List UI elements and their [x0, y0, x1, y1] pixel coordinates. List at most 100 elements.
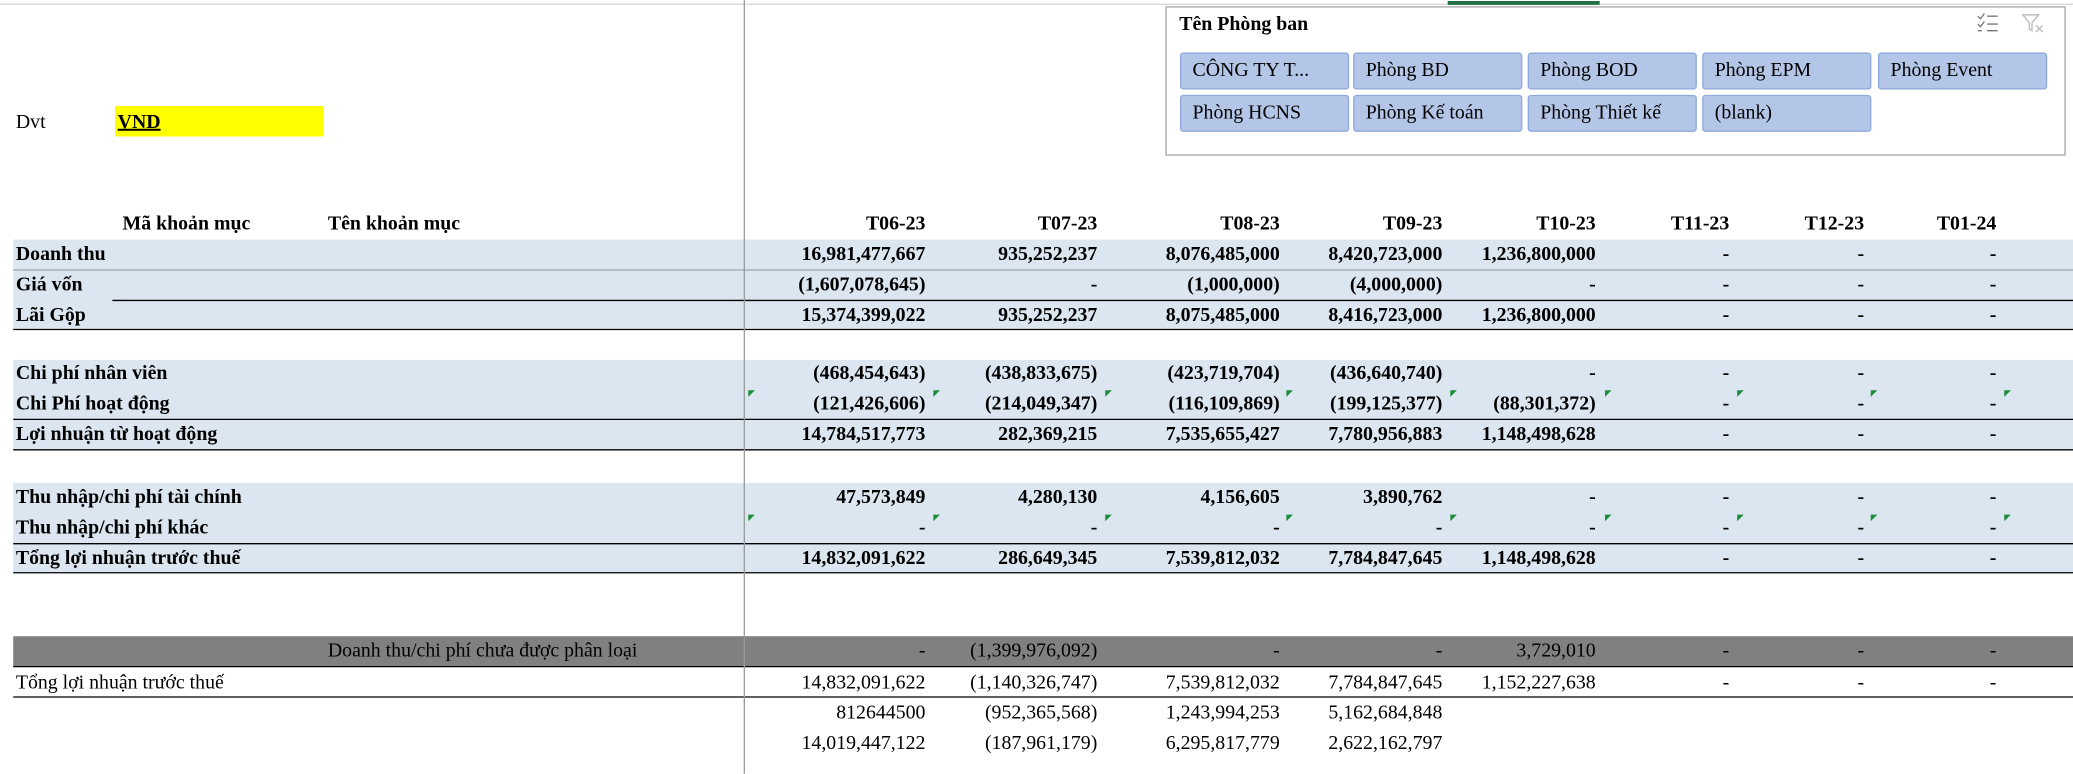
- cell-value: (423,719,704): [1167, 362, 1279, 384]
- row-band: [13, 239, 2073, 330]
- cell-marker: [1450, 514, 1457, 522]
- cell-value: -: [1990, 486, 1997, 508]
- cell-value: 6,295,817,779: [1166, 732, 1280, 754]
- row-label: Thu nhập/chi phí khác: [16, 517, 209, 539]
- cell-value: -: [1436, 640, 1443, 662]
- cell-value: 14,832,091,622: [802, 547, 926, 569]
- slicer-button-label[interactable]: Phòng BOD: [1540, 59, 1638, 81]
- row-label: Giá vốn: [16, 273, 83, 295]
- clear-filter-icon[interactable]: [2021, 14, 2044, 33]
- cell-marker: [1737, 390, 1744, 397]
- slicer-button-label[interactable]: Phòng EPM: [1715, 59, 1812, 81]
- cell-value: -: [919, 640, 926, 662]
- cell-value: -: [1990, 273, 1997, 295]
- cell-value: (1,140,326,747): [970, 671, 1097, 693]
- cell-value: (121,426,606): [813, 392, 925, 414]
- slicer-button-label[interactable]: (blank): [1715, 102, 1772, 124]
- cell-value: -: [1858, 304, 1865, 326]
- cell-value: -: [1723, 243, 1730, 265]
- cell-value: 7,784,847,645: [1328, 671, 1442, 693]
- period-header: T07-23: [1038, 213, 1098, 235]
- slicer-button[interactable]: [1353, 94, 1523, 132]
- slicer-button[interactable]: [1527, 52, 1697, 90]
- cell-marker: [1604, 514, 1612, 522]
- slicer-button-label[interactable]: Phòng HCNS: [1193, 102, 1302, 124]
- cell-value: -: [1858, 243, 1865, 265]
- cell-value: (1,607,078,645): [798, 273, 925, 295]
- row-band: [13, 482, 2073, 573]
- cell-value: 3,890,762: [1363, 486, 1442, 508]
- cell-value: -: [1723, 671, 1730, 693]
- cell-value: -: [1990, 517, 1997, 539]
- cell-value: (438,833,675): [985, 362, 1097, 384]
- row-label: Tổng lợi nhuận trước thuế: [16, 547, 242, 569]
- multi-select-icon[interactable]: [1977, 13, 1998, 32]
- cell-value: (4,000,000): [1350, 273, 1443, 295]
- cell-value: -: [1990, 640, 1997, 662]
- row-label: Lãi Gộp: [16, 304, 86, 326]
- row-label: Tổng lợi nhuận trước thuế: [16, 671, 225, 693]
- cell-value: -: [919, 517, 926, 539]
- slicer-button-label[interactable]: Phòng BD: [1366, 59, 1449, 81]
- cell-value: -: [1990, 304, 1997, 326]
- cell-value: 8,075,485,000: [1166, 304, 1280, 326]
- cell-value: (199,125,377): [1330, 392, 1442, 414]
- cell-value: 7,780,956,883: [1328, 423, 1442, 445]
- slicer-button-label[interactable]: Phòng Thiết kế: [1540, 102, 1662, 124]
- cell-value: 1,148,498,628: [1482, 547, 1596, 569]
- cell-marker: [748, 390, 755, 397]
- cell-value: -: [1723, 304, 1730, 326]
- cell-value: (1,399,976,092): [970, 640, 1097, 662]
- cell-value: 3,729,010: [1516, 640, 1595, 662]
- period-header: T06-23: [866, 213, 926, 235]
- slicer-button-label[interactable]: Phòng Event: [1891, 59, 1993, 81]
- unit-label: Dvt: [16, 111, 46, 133]
- slicer-button[interactable]: [1179, 52, 1350, 90]
- cell-value: 935,252,237: [998, 243, 1097, 265]
- cell-value: 14,019,447,122: [802, 732, 926, 754]
- cell-marker: [2004, 514, 2011, 522]
- cell-value: 8,416,723,000: [1328, 304, 1442, 326]
- cell-value: 16,981,477,667: [802, 243, 926, 265]
- cell-value: -: [1723, 273, 1730, 295]
- slicer-button[interactable]: [1353, 52, 1523, 90]
- unit-value: VND: [118, 111, 161, 133]
- period-header: T08-23: [1220, 213, 1280, 235]
- column-header: Mã khoản mục: [123, 213, 251, 235]
- period-header: T01-24: [1937, 213, 1997, 235]
- slicer-button[interactable]: [1527, 94, 1697, 132]
- row-band: [13, 359, 2073, 450]
- slicer-button[interactable]: [1702, 94, 1872, 132]
- period-header: T12-23: [1805, 213, 1865, 235]
- slicer-button-label[interactable]: Phòng Kế toán: [1366, 102, 1484, 124]
- cell-value: -: [1990, 423, 1997, 445]
- cell-value: -: [1990, 671, 1997, 693]
- cell-value: -: [1858, 362, 1865, 384]
- row-band: [13, 636, 2073, 667]
- unit-cell: [115, 106, 324, 137]
- cell-value: 15,374,399,022: [802, 304, 926, 326]
- cell-value: -: [1723, 423, 1730, 445]
- slicer-button[interactable]: [1179, 94, 1350, 132]
- cell-value: -: [1723, 640, 1730, 662]
- cell-value: -: [1723, 547, 1730, 569]
- cell-marker: [1737, 514, 1744, 522]
- cell-value: (214,049,347): [985, 392, 1097, 414]
- cell-value: -: [1990, 547, 1997, 569]
- cell-value: -: [1723, 362, 1730, 384]
- cell-value: 1,148,498,628: [1482, 423, 1596, 445]
- slicer-button[interactable]: [1702, 52, 1872, 90]
- slicer-button[interactable]: [1877, 52, 2048, 90]
- slicer-button-label[interactable]: CÔNG TY T...: [1193, 59, 1310, 81]
- cell-value: -: [1273, 640, 1280, 662]
- cell-value: 1,236,800,000: [1482, 243, 1596, 265]
- cell-value: (952,365,568): [985, 702, 1097, 724]
- cell-value: -: [1273, 517, 1280, 539]
- column-header: Tên khoản mục: [328, 213, 460, 235]
- cell-value: -: [1723, 517, 1730, 539]
- cell-value: 286,649,345: [998, 547, 1097, 569]
- cell-value: 282,369,215: [998, 423, 1097, 445]
- row-label: Chi phí nhân viên: [16, 362, 168, 384]
- cell-value: -: [1589, 517, 1596, 539]
